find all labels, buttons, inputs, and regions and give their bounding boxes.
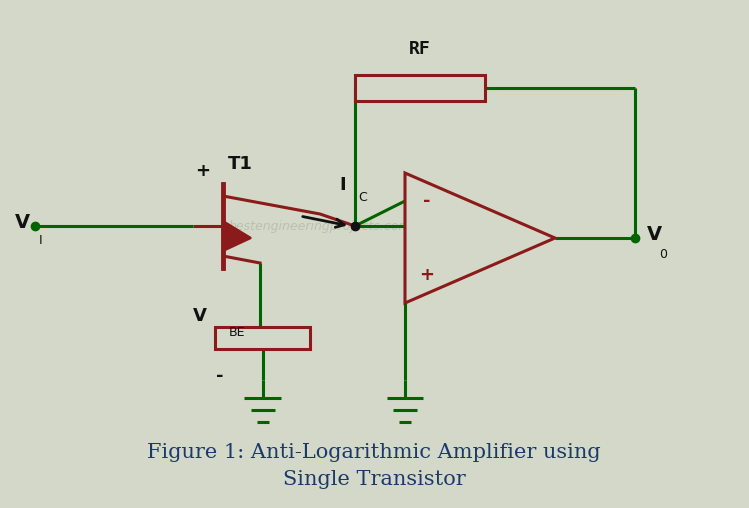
Text: Figure 1: Anti-Logarithmic Amplifier using
Single Transistor: Figure 1: Anti-Logarithmic Amplifier usi… — [148, 443, 601, 489]
Text: 0: 0 — [659, 247, 667, 261]
Bar — [215, 327, 310, 349]
Text: BE: BE — [228, 326, 245, 338]
Text: RF: RF — [409, 40, 431, 58]
Text: -: - — [423, 192, 431, 210]
Text: C: C — [359, 191, 367, 204]
Text: +: + — [195, 162, 210, 180]
Text: I: I — [340, 176, 346, 194]
Bar — [355, 75, 485, 101]
Text: +: + — [419, 266, 434, 284]
Polygon shape — [223, 221, 251, 251]
Text: T1: T1 — [228, 155, 252, 173]
Text: -: - — [216, 367, 224, 385]
Text: V: V — [15, 212, 30, 232]
Text: I: I — [39, 234, 43, 246]
Text: V: V — [193, 307, 207, 325]
Text: V: V — [647, 225, 662, 243]
Text: bestengineeringprojects.com: bestengineeringprojects.com — [228, 219, 411, 233]
Polygon shape — [405, 173, 555, 303]
